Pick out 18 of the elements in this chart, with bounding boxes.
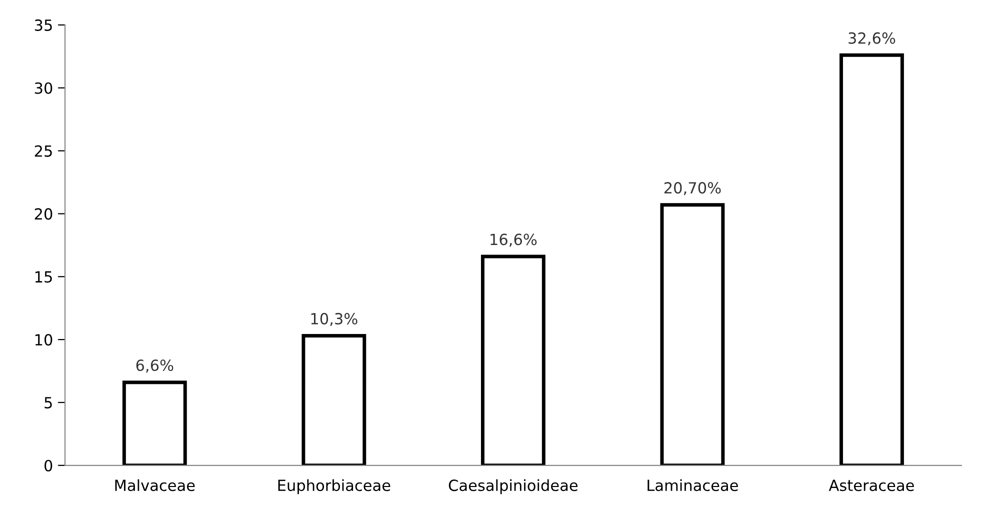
data-label: 20,70% bbox=[664, 182, 721, 196]
x-tick-label: Caesalpinioideae bbox=[448, 479, 578, 494]
data-label: 10,3% bbox=[311, 312, 358, 326]
data-label: 16,6% bbox=[490, 234, 537, 247]
y-tick-label: 10 bbox=[35, 334, 52, 346]
y-tick-label: 5 bbox=[44, 397, 52, 408]
y-tick-label: 25 bbox=[34, 145, 52, 157]
data-label: 6,6% bbox=[136, 359, 174, 373]
y-tick-label: 0 bbox=[44, 460, 52, 472]
x-tick-label: Euphorbiaceae bbox=[278, 479, 390, 494]
y-tick-label: 35 bbox=[34, 19, 52, 31]
data-label: 32,6% bbox=[848, 32, 896, 46]
y-tick-label: 20 bbox=[34, 208, 52, 220]
x-tick-label: Malvaceae bbox=[115, 479, 195, 492]
y-tick-label: 30 bbox=[34, 82, 52, 94]
x-tick-label: Asteraceae bbox=[828, 480, 914, 492]
y-tick-label: 15 bbox=[35, 271, 52, 283]
x-tick-label: Laminaceae bbox=[648, 479, 738, 492]
